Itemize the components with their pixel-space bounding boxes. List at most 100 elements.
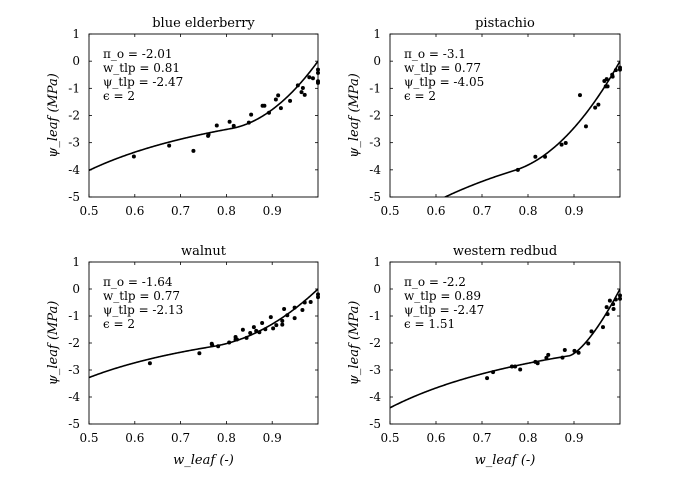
- data-point: [546, 352, 551, 357]
- data-point: [515, 167, 520, 172]
- annotation: π_o = -3.1: [404, 47, 466, 61]
- subplot-walnut: walnut 0.5 0.6 0.7 0.8 0.9 1 0 -1 -2 -3 -4 -5 ψ_leaf …: [46, 244, 320, 468]
- y-tick-label: -5: [68, 417, 80, 431]
- annotation: π_o = -1.64: [103, 275, 173, 289]
- data-point: [593, 105, 598, 110]
- data-point: [280, 322, 285, 327]
- data-point: [276, 93, 281, 98]
- y-tick-label: -4: [369, 163, 381, 177]
- x-axis-label: w_leaf (-): [475, 453, 536, 468]
- subplot-blue-elderberry: blue elderberry 0.5 0.6 0.7 0.8 0.9 1 0 -1 -2 -3 -4…: [46, 16, 320, 218]
- data-point: [266, 110, 271, 115]
- x-tick-label: 0.8: [217, 431, 236, 445]
- data-point: [604, 305, 609, 310]
- x-axis-label: w_leaf (-): [173, 453, 234, 468]
- data-point: [257, 330, 262, 335]
- x-tick-label: 0.5: [79, 204, 98, 218]
- y-tick-label: 1: [72, 255, 80, 269]
- data-point: [562, 348, 567, 353]
- data-point: [576, 350, 581, 355]
- y-tick-label: -3: [68, 363, 80, 377]
- y-tick-label: -3: [369, 136, 381, 150]
- y-tick-label: -2: [68, 336, 80, 350]
- data-point: [513, 364, 518, 369]
- y-tick-label: 1: [72, 27, 80, 41]
- data-point: [262, 103, 267, 108]
- data-point: [302, 92, 307, 97]
- y-tick-label: -1: [369, 309, 381, 323]
- y-tick-label: 0: [72, 282, 80, 296]
- data-point: [260, 321, 265, 326]
- x-tick-label: 0.5: [380, 204, 399, 218]
- annotation: w_tlp = 0.81: [103, 61, 180, 75]
- data-point: [586, 341, 591, 346]
- x-tick-label: 0.6: [125, 431, 144, 445]
- y-tick-label: -2: [369, 109, 381, 123]
- x-tick-label: 0.7: [472, 431, 491, 445]
- y-tick-label: -1: [68, 309, 80, 323]
- data-point: [292, 316, 297, 321]
- annotation: ψ_tlp = -2.47: [404, 303, 484, 317]
- annotation: ϵ = 2: [103, 317, 135, 331]
- y-tick-label: -2: [68, 109, 80, 123]
- chart-title: blue elderberry: [152, 16, 255, 31]
- data-point: [295, 83, 300, 88]
- data-point: [589, 329, 594, 334]
- x-tick-label: 0.9: [564, 431, 583, 445]
- data-point: [285, 313, 290, 318]
- data-point: [491, 370, 496, 375]
- data-point: [307, 75, 312, 80]
- annotation: w_tlp = 0.77: [103, 289, 180, 303]
- y-tick-label: -1: [369, 81, 381, 95]
- data-point: [518, 367, 523, 372]
- data-point: [282, 306, 287, 311]
- y-axis-label: ψ_leaf (MPa): [46, 301, 61, 386]
- annotation: π_o = -2.01: [103, 47, 173, 61]
- data-point: [268, 315, 273, 320]
- data-point: [210, 343, 215, 348]
- data-point: [131, 154, 136, 159]
- data-point: [288, 98, 293, 103]
- data-point: [206, 132, 211, 137]
- data-point: [231, 123, 236, 128]
- annotation: ψ_tlp = -2.13: [103, 303, 183, 317]
- data-point: [271, 326, 276, 331]
- axes-frame: [88, 33, 319, 198]
- data-point: [611, 306, 616, 311]
- x-tick-label: 0.7: [171, 204, 190, 218]
- y-axis-label: ψ_leaf (MPa): [46, 73, 61, 158]
- data-point: [543, 154, 548, 159]
- chart-title: pistachio: [475, 16, 535, 31]
- fit-curve: [89, 288, 318, 379]
- x-tick-label: 0.9: [263, 431, 282, 445]
- data-point: [308, 299, 313, 304]
- y-axis-label: ψ_leaf (MPa): [347, 73, 362, 158]
- data-point: [248, 331, 253, 336]
- x-tick-label: 0.5: [380, 431, 399, 445]
- data-point: [563, 140, 568, 145]
- data-point: [251, 325, 256, 330]
- data-point: [509, 364, 514, 369]
- subplot-western-redbud: western redbud 0.5 0.6 0.7 0.8 0.9 1 0 -1 -2 -3 -4 -…: [347, 244, 622, 468]
- chart-title: walnut: [181, 244, 227, 259]
- data-point: [246, 120, 251, 125]
- y-tick-label: 0: [72, 54, 80, 68]
- data-point: [535, 361, 540, 366]
- data-point: [214, 123, 219, 128]
- y-tick-label: 1: [373, 255, 381, 269]
- data-point: [577, 93, 582, 98]
- y-tick-label: -3: [68, 136, 80, 150]
- data-point: [310, 76, 315, 81]
- data-point: [299, 90, 304, 95]
- data-point: [240, 327, 245, 332]
- y-tick-label: 0: [373, 54, 381, 68]
- data-point: [292, 305, 297, 310]
- fit-curve: [89, 60, 318, 172]
- annotation: ϵ = 2: [103, 89, 135, 103]
- data-point: [280, 318, 285, 323]
- data-point: [533, 154, 538, 159]
- x-tick-label: 0.9: [564, 204, 583, 218]
- y-tick-label: -3: [369, 363, 381, 377]
- data-point: [216, 344, 221, 349]
- data-point: [254, 328, 259, 333]
